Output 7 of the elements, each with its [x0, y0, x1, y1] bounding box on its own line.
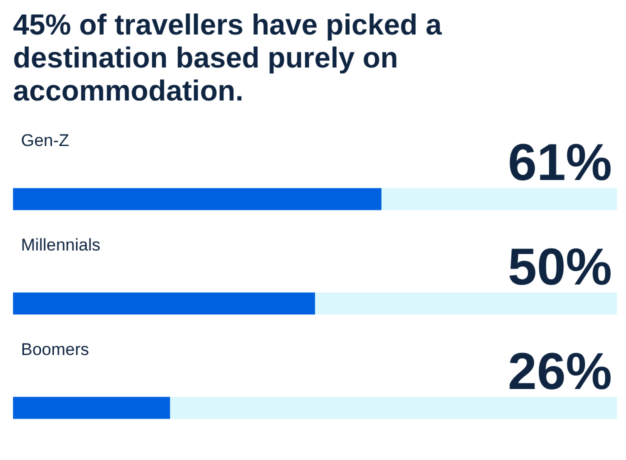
y-tick-label: Boomers: [21, 340, 90, 359]
data-label: 61%: [508, 134, 612, 192]
y-tick-label: Millennials: [21, 236, 100, 254]
chart-title: 45% of travellers have picked a destination based purely on accommodation.: [13, 10, 450, 108]
data-label: 50%: [508, 238, 612, 296]
data-label: 26%: [508, 342, 612, 401]
y-tick-label: Gen-Z: [21, 131, 70, 150]
